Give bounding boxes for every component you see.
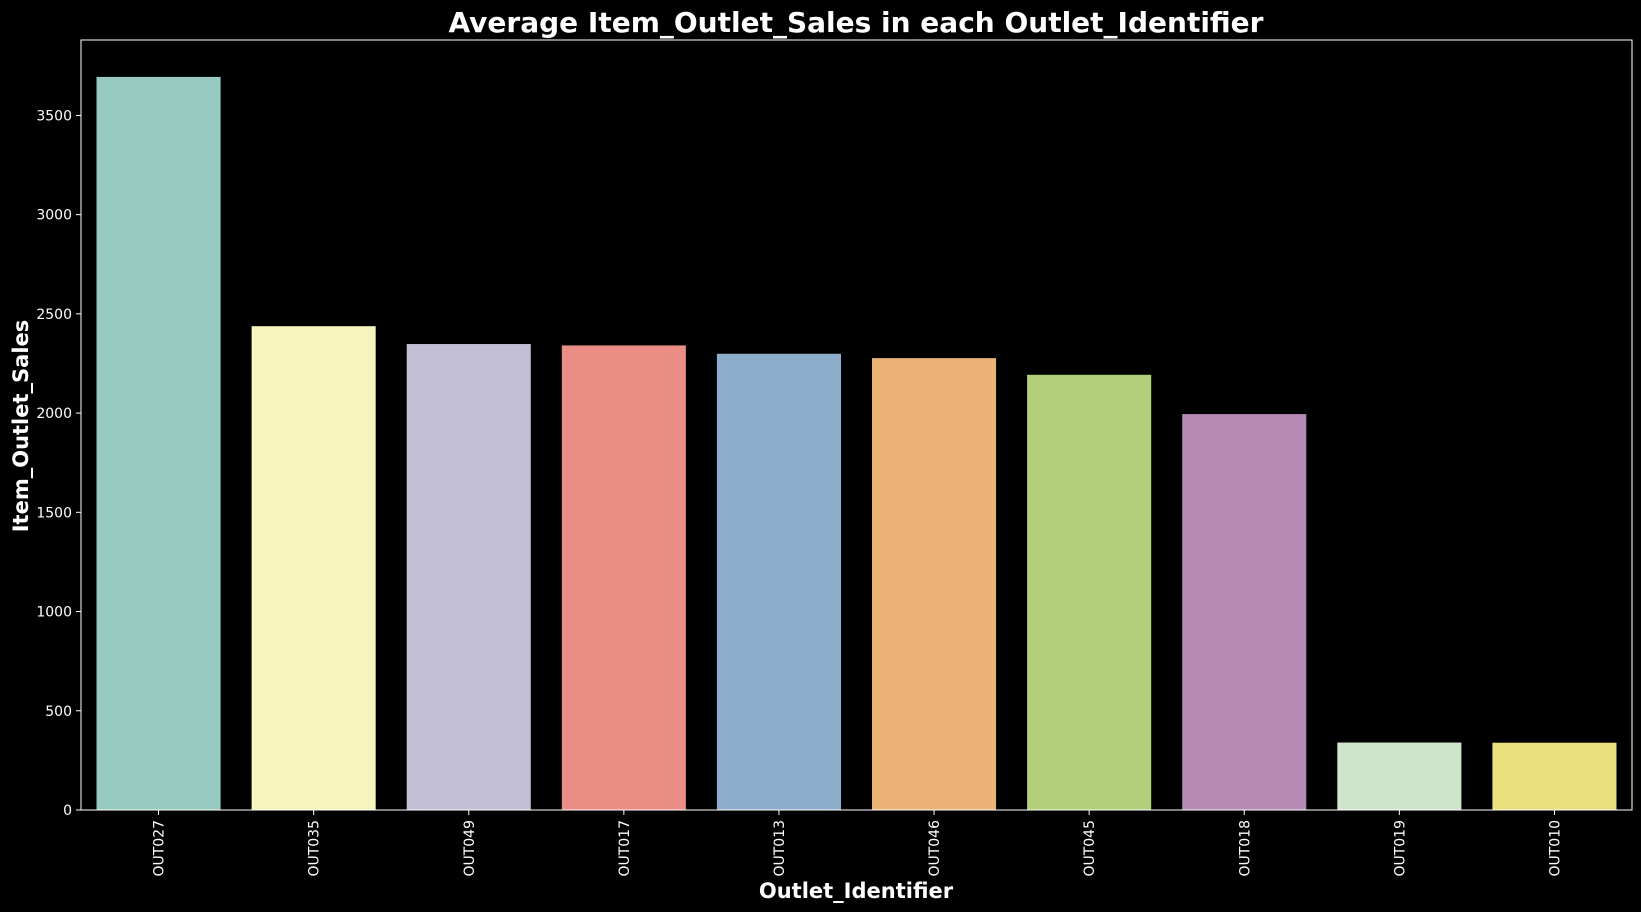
y-tick-label: 2000 [36, 406, 72, 422]
x-axis-label: Outlet_Identifier [759, 879, 954, 903]
bar-OUT010 [1492, 742, 1617, 810]
y-tick-label: 1500 [36, 505, 72, 521]
bar-OUT013 [716, 353, 841, 810]
x-axis-ticks: OUT027 OUT035 OUT049 OUT017 OUT013 OUT046 OUT0… [152, 810, 1563, 877]
y-axis-label: Item_Outlet_Sales [9, 320, 33, 533]
x-tick-label: OUT035 [307, 820, 323, 877]
bar-OUT045 [1027, 374, 1152, 810]
y-tick-label: 3500 [36, 108, 72, 124]
bars-group [96, 76, 1617, 811]
y-tick-label: 0 [63, 803, 72, 819]
bar-OUT027 [96, 76, 221, 811]
y-tick-label: 1000 [36, 605, 72, 621]
x-tick-label: OUT010 [1547, 820, 1563, 877]
y-axis-ticks: 0 500 1000 1500 2000 2500 3000 3500 [36, 108, 81, 819]
bar-OUT017 [561, 345, 686, 810]
bar-OUT018 [1182, 414, 1307, 810]
bar-OUT019 [1337, 742, 1462, 810]
plot-frame [80, 39, 1633, 811]
x-tick-label: OUT017 [617, 820, 633, 877]
y-tick-label: 2500 [36, 307, 72, 323]
x-tick-label: OUT018 [1237, 820, 1253, 877]
x-tick-label: OUT013 [772, 820, 788, 877]
bar-OUT049 [406, 344, 531, 810]
x-tick-label: OUT045 [1082, 820, 1098, 877]
bar-OUT035 [251, 326, 376, 810]
bar-OUT046 [872, 358, 997, 810]
x-tick-label: OUT049 [462, 820, 478, 877]
y-tick-label: 500 [45, 704, 72, 720]
x-tick-label: OUT046 [927, 820, 943, 877]
x-tick-label: OUT027 [152, 820, 168, 877]
chart-title: Average Item_Outlet_Sales in each Outlet… [449, 6, 1264, 39]
x-tick-label: OUT019 [1392, 820, 1408, 877]
y-tick-label: 3000 [36, 208, 72, 224]
